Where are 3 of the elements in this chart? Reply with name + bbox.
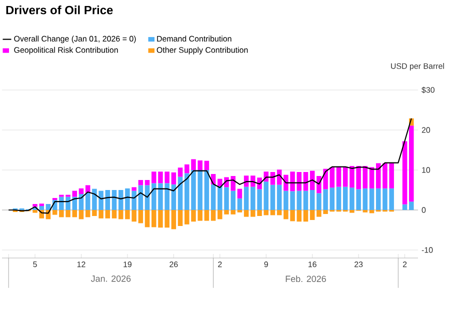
chart-title: Drivers of Oil Price: [6, 6, 113, 14]
text: Jan. 2026: [90, 275, 131, 282]
text: Feb. 2026: [286, 275, 326, 282]
